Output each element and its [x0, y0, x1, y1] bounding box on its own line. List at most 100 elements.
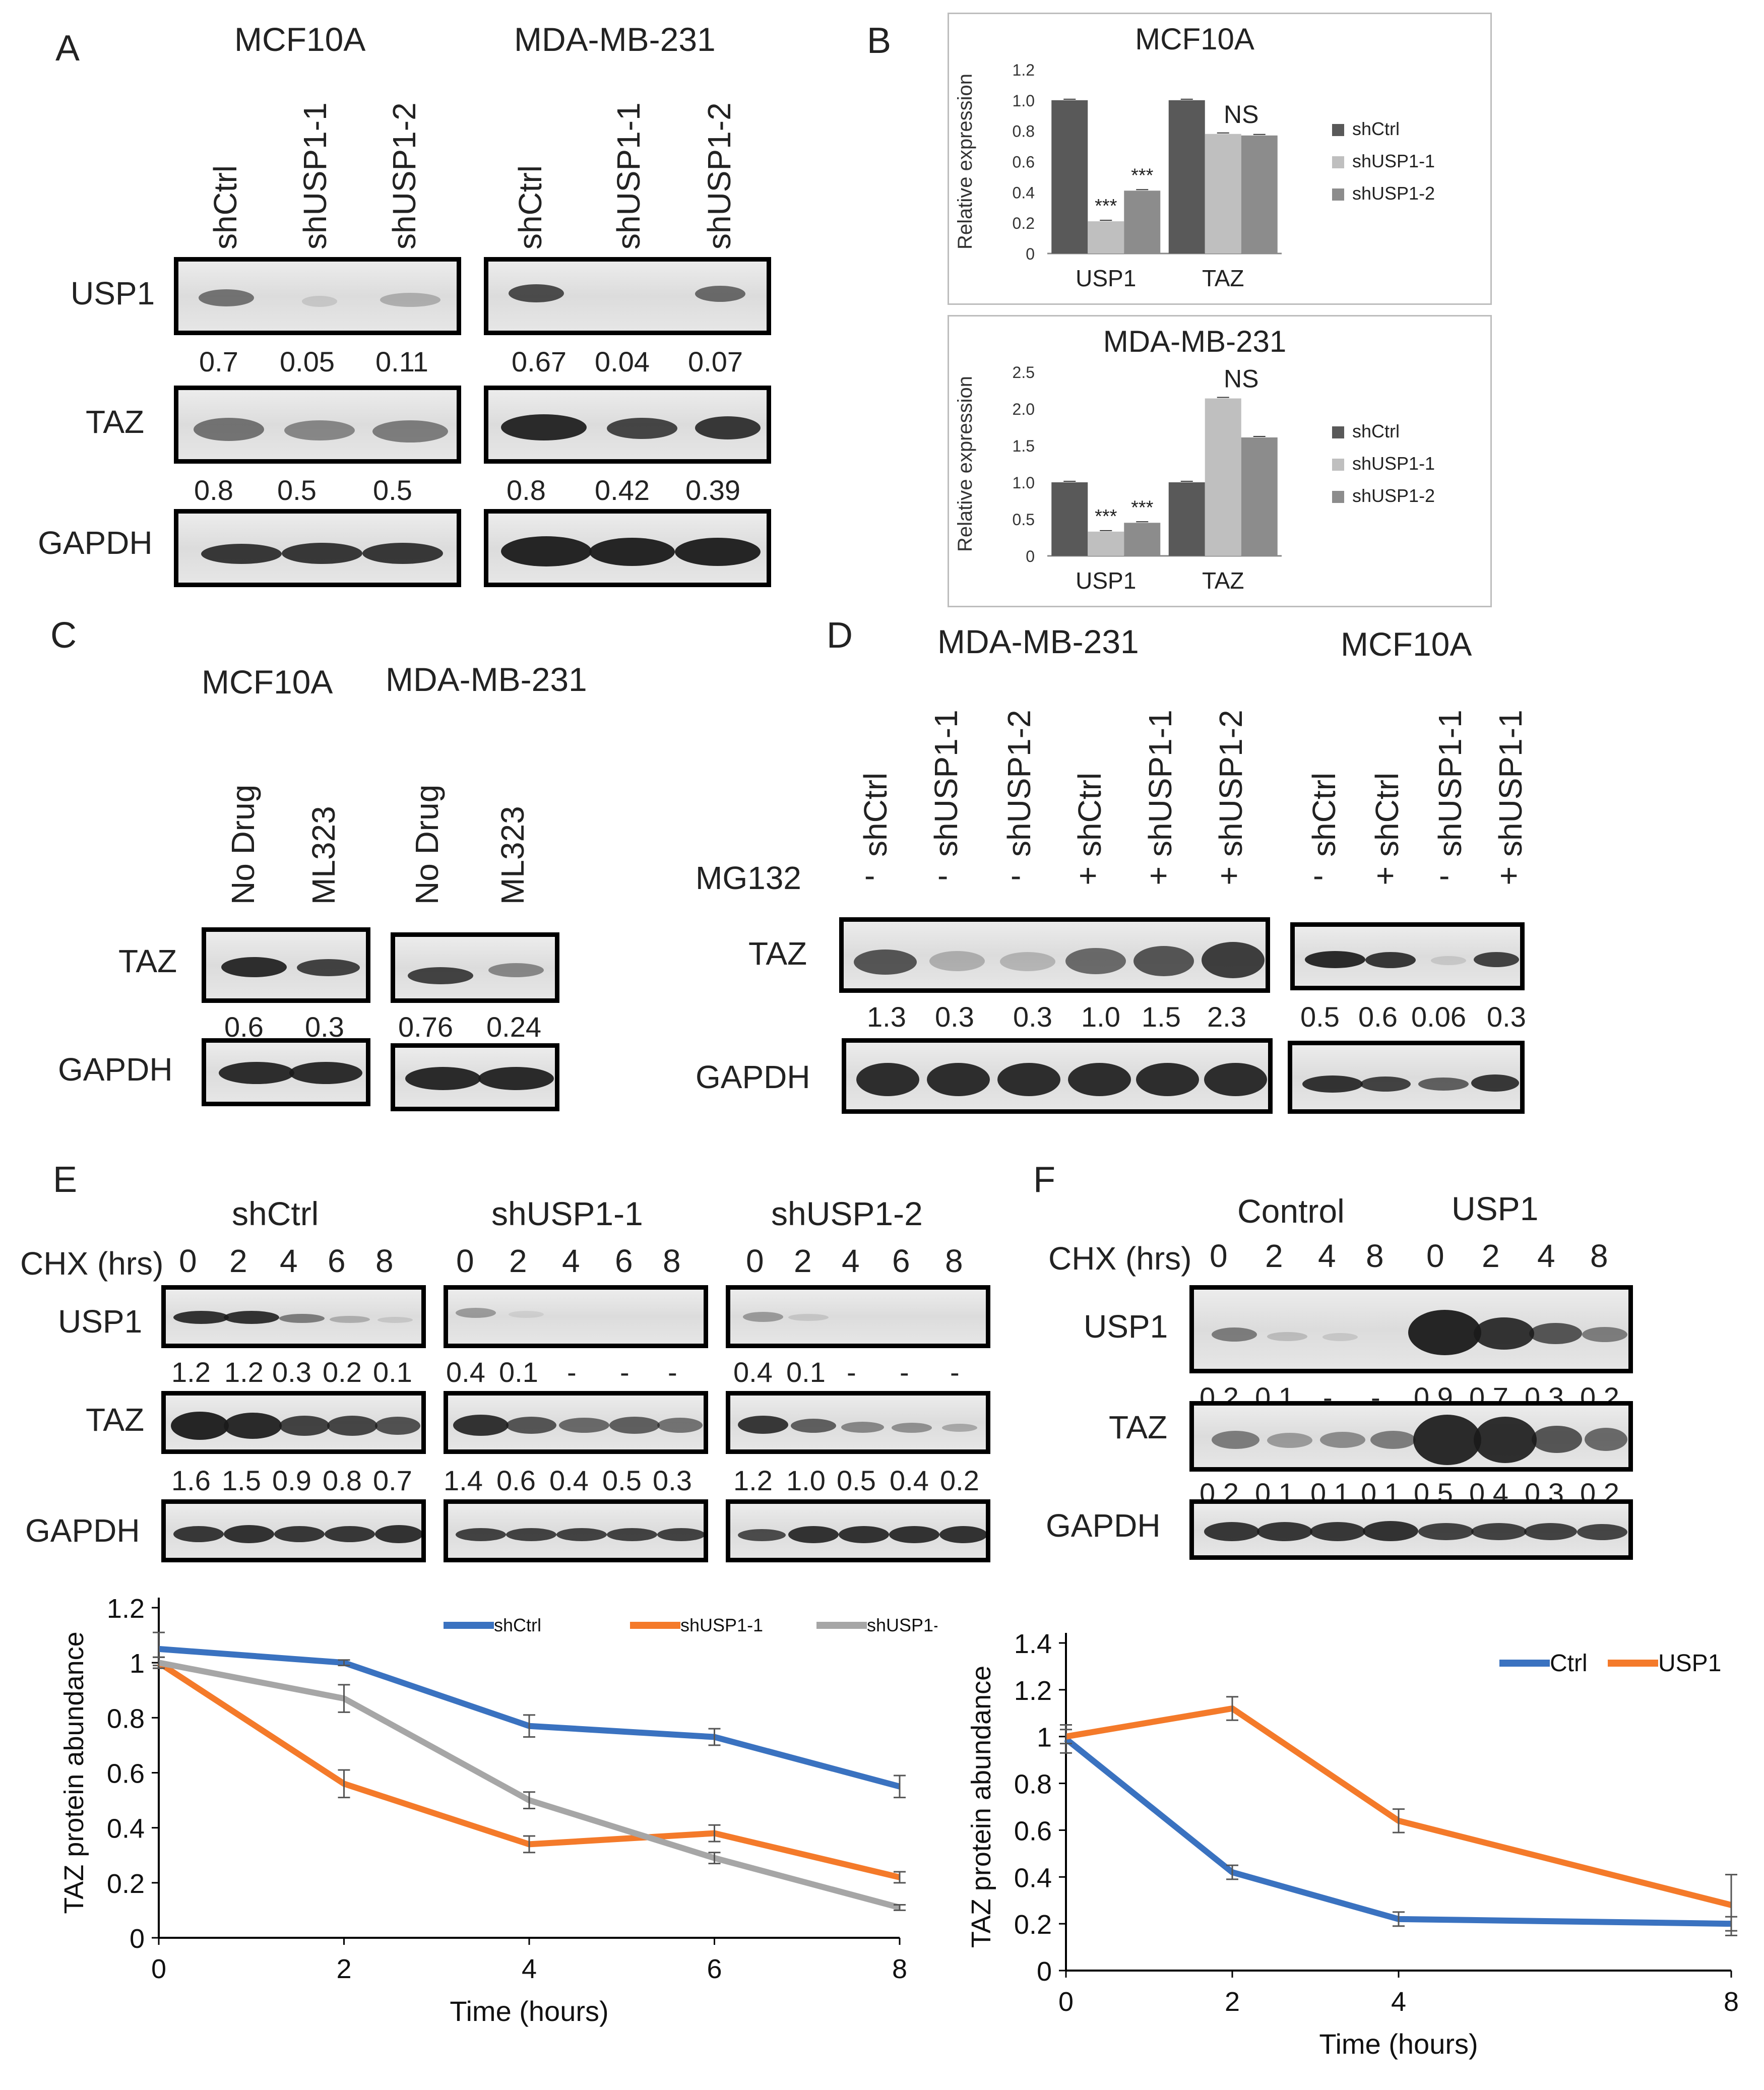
d-lane-label: shCtrl: [1369, 772, 1405, 857]
legend-swatch: [1332, 491, 1344, 503]
d-blot-gapdh-mda: [842, 1038, 1273, 1114]
bar: [1168, 482, 1205, 556]
legend-label: Ctrl: [1550, 1650, 1588, 1677]
a-row-usp1: USP1: [71, 275, 155, 311]
x-tick-label: 8: [892, 1954, 907, 1984]
e-time: 2: [509, 1243, 527, 1279]
bar: [1088, 221, 1124, 254]
legend-label: shCtrl: [1352, 421, 1400, 441]
panel-letter-b: B: [867, 21, 892, 61]
e-blot-usp1-shusp1-1: [444, 1285, 708, 1348]
e-row-taz: TAZ: [86, 1402, 145, 1438]
y-tick-label: 0.2: [1013, 214, 1035, 232]
y-tick-label: 0.2: [107, 1869, 145, 1899]
y-axis-label: Relative expression: [954, 376, 976, 552]
a-blot-gapdh-mda: [484, 509, 771, 587]
series-line: [158, 1660, 901, 1911]
d-blot-taz-mda: [839, 917, 1270, 993]
e-time: 4: [842, 1243, 860, 1279]
y-tick-label: 0: [1026, 245, 1035, 263]
legend-label: shUSP1-1: [1352, 453, 1435, 474]
x-tick-label: USP1: [1076, 265, 1136, 291]
a-quant: 0.7: [199, 346, 238, 377]
legend-label: shUSP1-1: [680, 1615, 763, 1635]
series-line: [1064, 1736, 1732, 1927]
d-mg132-label: MG132: [696, 860, 801, 896]
significance-label: NS: [1224, 365, 1258, 393]
e-row-usp1: USP1: [58, 1303, 143, 1340]
d-mg132-sign: -: [1011, 857, 1022, 894]
bar: [1051, 100, 1088, 254]
e-quant: 0.5: [602, 1465, 642, 1496]
d-quant: 0.3: [1487, 1001, 1526, 1033]
e-time: 6: [328, 1243, 346, 1279]
e-time: 0: [179, 1243, 197, 1279]
d-mg132-sign: -: [937, 857, 949, 894]
b-chart-mda-frame: MDA-MB-231 Relative expression 0 0.5 1.0 1.5 2…: [948, 315, 1492, 607]
legend-label: shUSP1-2: [1352, 183, 1435, 204]
y-tick-label: 0: [1026, 547, 1035, 565]
y-tick-label: 0.6: [107, 1759, 145, 1789]
y-axis-label: TAZ protein abundance: [968, 1666, 996, 1948]
legend-swatch: [1332, 426, 1344, 438]
c-header-mcf10a: MCF10A: [202, 663, 333, 701]
b-chart-mda: MDA-MB-231 Relative expression 0 0.5 1.0 1.5 2…: [954, 325, 1435, 594]
a-blot-taz-mcf10a: [174, 386, 461, 464]
d-lane-label: shCtrl: [1072, 772, 1108, 857]
a-row-taz: TAZ: [86, 404, 145, 440]
x-tick-label: 2: [1225, 1987, 1240, 2017]
x-tick-label: 0: [1058, 1987, 1074, 2017]
d-mg132-sign: +: [1079, 857, 1098, 894]
y-axis-label: Relative expression: [954, 74, 976, 249]
y-tick-label: 0.2: [1014, 1910, 1052, 1940]
chart-title: MDA-MB-231: [1103, 325, 1286, 358]
e-time: 6: [615, 1243, 633, 1279]
e-chx-label: CHX (hrs): [20, 1245, 164, 1282]
e-quant: 0.1: [499, 1356, 538, 1388]
panel-letter-e: E: [53, 1160, 78, 1200]
e-time: 4: [280, 1243, 298, 1279]
y-tick-label: 1.4: [1014, 1629, 1052, 1659]
e-quant: 0.2: [323, 1356, 362, 1388]
e-group-label: shUSP1-2: [771, 1195, 923, 1232]
a-quant: 0.05: [280, 346, 335, 377]
y-tick-label: 0.6: [1013, 153, 1035, 171]
c-lane-label: ML323: [305, 806, 342, 905]
bar: [1205, 134, 1241, 254]
y-tick-label: 0: [1037, 1956, 1052, 1987]
e-quant: -: [668, 1356, 677, 1388]
f-row-gapdh: GAPDH: [1046, 1507, 1161, 1544]
f-time: 8: [1366, 1238, 1384, 1274]
d-mg132-sign: -: [1439, 857, 1450, 894]
panel-letter-d: D: [827, 615, 853, 656]
e-time: 8: [375, 1243, 394, 1279]
y-tick-label: 2.5: [1013, 363, 1035, 382]
b-chart-mcf10a-frame: MCF10A Relative expression 0 0.2 0.4 0.6 0.8 1.…: [948, 13, 1492, 305]
e-quant: 0.4: [446, 1356, 485, 1388]
y-tick-label: 0.8: [1013, 122, 1035, 141]
legend-label: shUSP1-2: [867, 1615, 937, 1635]
legend-swatch: [1332, 124, 1344, 136]
e-blot-usp1-shctrl: [161, 1285, 426, 1348]
e-quant: 0.3: [272, 1356, 311, 1388]
x-tick-label: TAZ: [1202, 265, 1244, 291]
bar: [1124, 191, 1161, 254]
e-time: 6: [892, 1243, 910, 1279]
x-tick-label: 4: [522, 1954, 537, 1984]
e-quant: -: [847, 1356, 856, 1388]
d-header-mdamb231: MDA-MB-231: [937, 623, 1139, 660]
y-tick-label: 0.4: [1014, 1863, 1052, 1893]
f-time: 4: [1537, 1238, 1555, 1274]
a-lane-label: shUSP1-2: [701, 102, 737, 249]
e-time: 2: [794, 1243, 812, 1279]
significance-label: ***: [1131, 165, 1154, 186]
f-time: 8: [1590, 1238, 1608, 1274]
c-header-mdamb231: MDA-MB-231: [386, 661, 587, 698]
bar: [1205, 398, 1241, 556]
a-quant: 0.5: [373, 474, 412, 506]
e-quant: 1.0: [786, 1465, 826, 1496]
f-time: 2: [1482, 1238, 1500, 1274]
e-blot-usp1-shusp1-2: [726, 1285, 990, 1348]
c-blot-gapdh-mcf10a: [202, 1038, 370, 1106]
c-blot-taz-mcf10a: [202, 927, 370, 1003]
